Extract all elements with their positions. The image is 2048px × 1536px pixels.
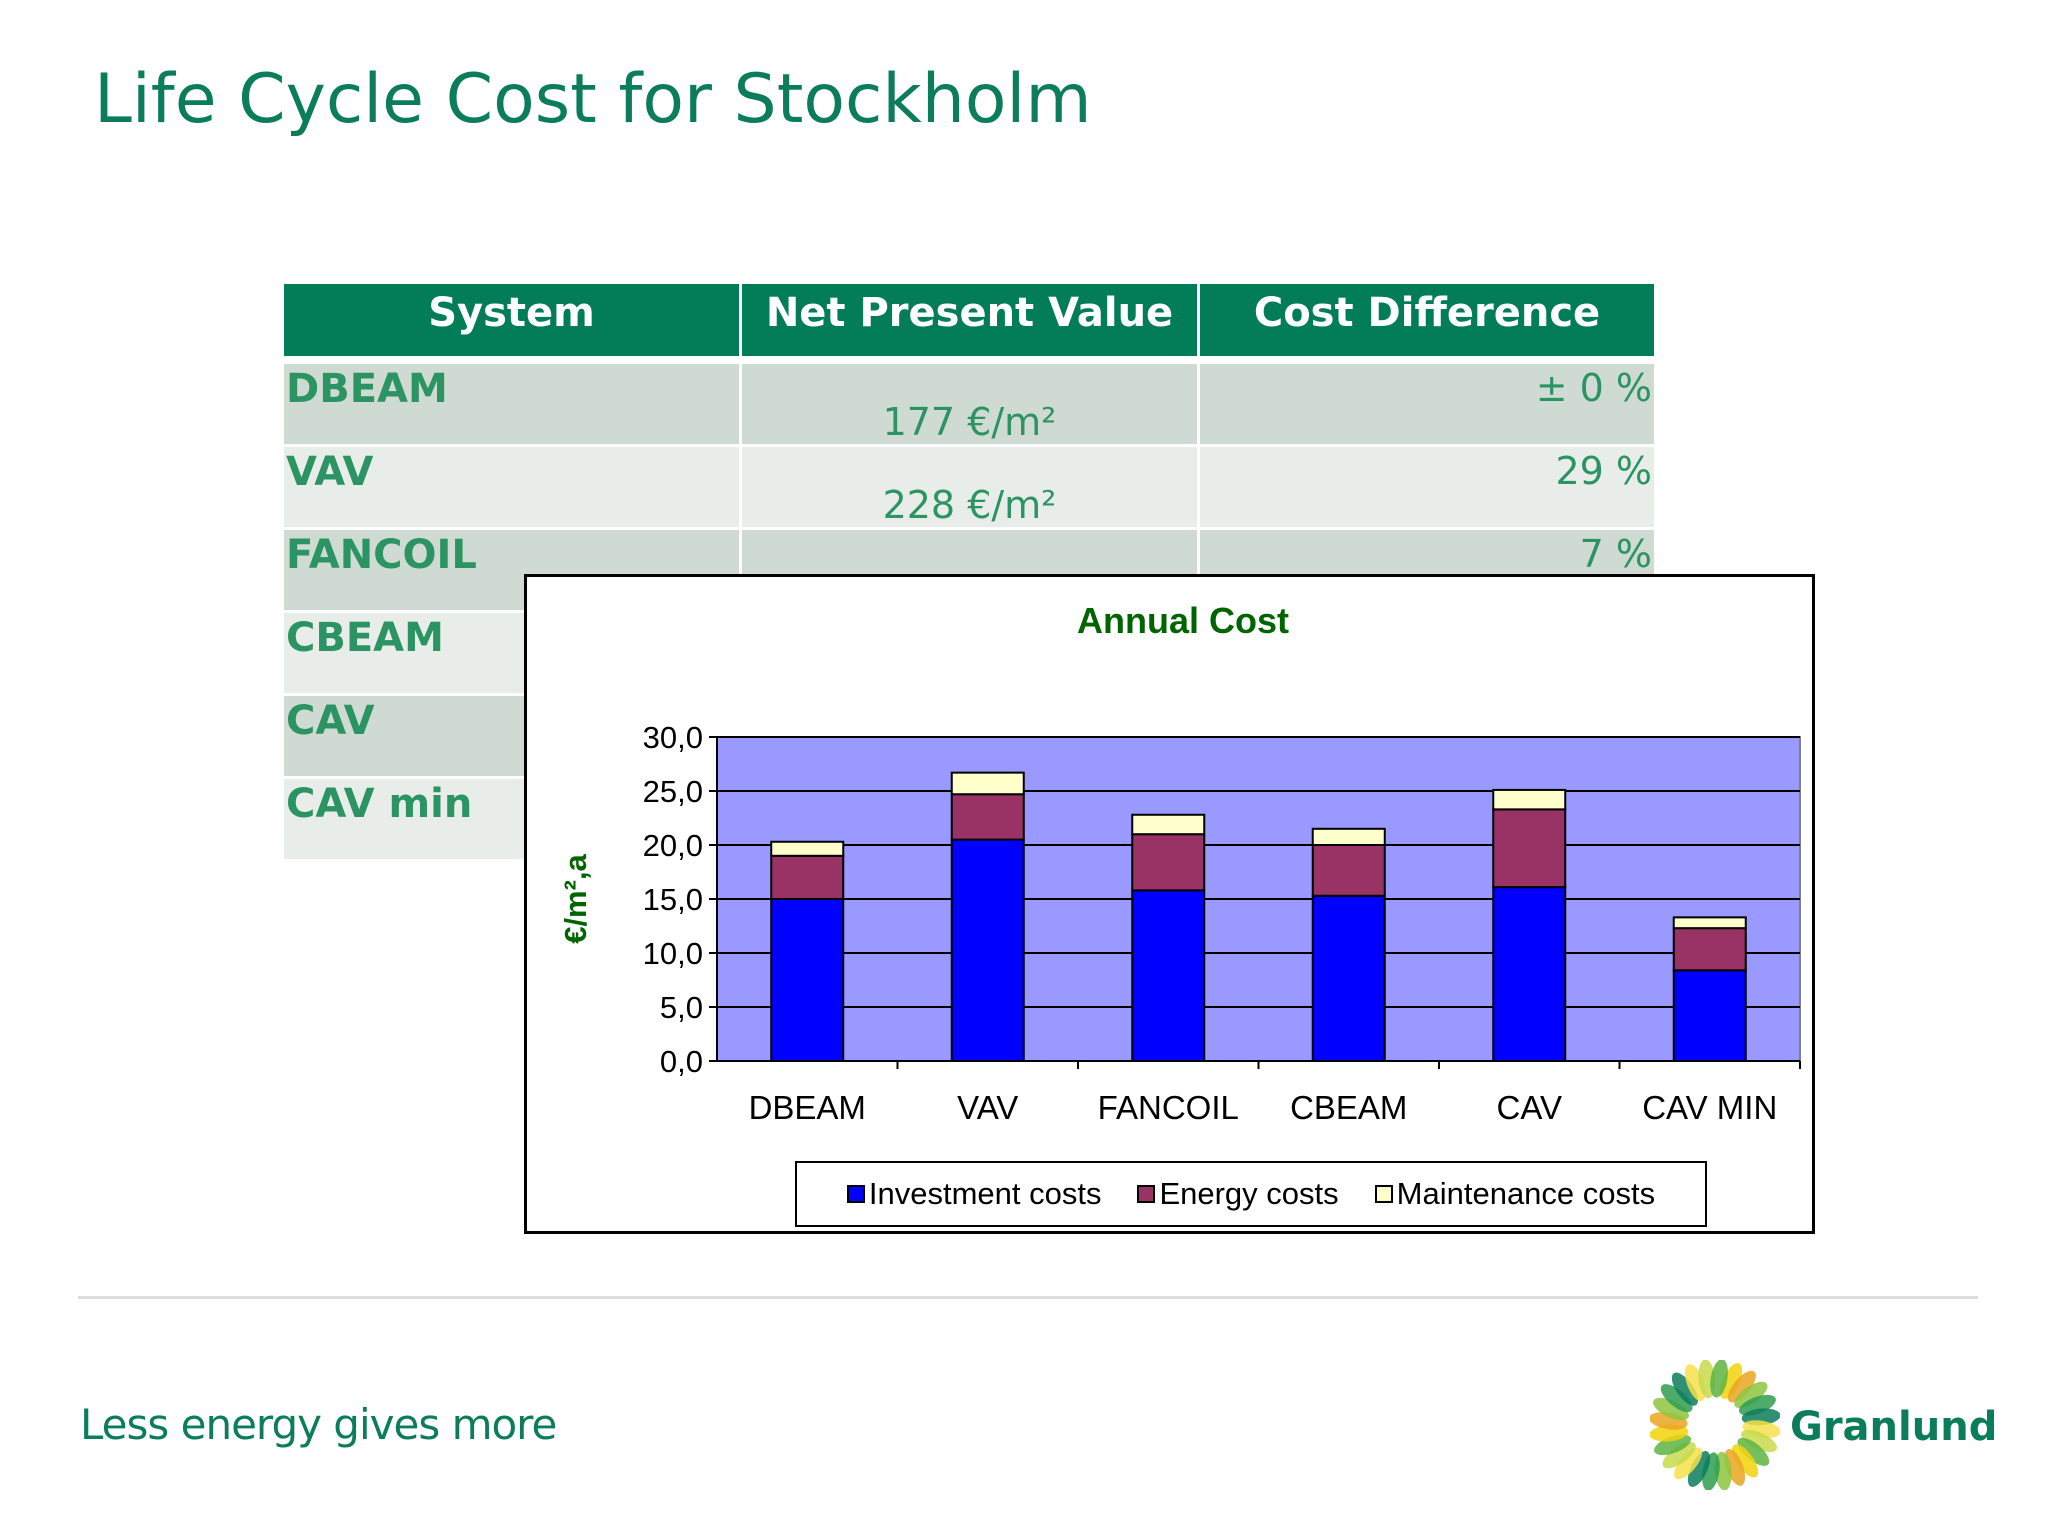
y-tick-label: 0,0 <box>660 1044 703 1079</box>
y-tick-label: 15,0 <box>643 882 703 917</box>
logo-petal <box>1671 1372 1699 1406</box>
x-tick-label: VAV <box>957 1089 1018 1126</box>
table-row: DBEAM 177 €/m² ± 0 % <box>284 364 1654 447</box>
row-diff: ± 0 % <box>1200 364 1654 447</box>
row-system: VAV <box>284 447 742 530</box>
legend-label-investment: Investment costs <box>868 1176 1102 1211</box>
bar-segment <box>950 838 1025 1062</box>
y-tick-label: 20,0 <box>643 828 703 863</box>
logo-petal <box>1741 1429 1777 1453</box>
tagline: Less energy gives more <box>80 1400 557 1449</box>
bar-segment <box>1131 889 1206 1062</box>
table-row: VAV 228 €/m² 29 % <box>284 447 1654 530</box>
granlund-logo: Granlund <box>1649 1359 1997 1491</box>
logo-ring-icon <box>1649 1359 1781 1491</box>
legend-label-energy: Energy costs <box>1159 1176 1339 1211</box>
bar-segment <box>1131 813 1206 836</box>
logo-petal <box>1653 1397 1689 1421</box>
footer-divider <box>78 1296 1978 1299</box>
header-system: System <box>284 284 742 364</box>
bar-segment <box>1311 894 1386 1063</box>
annual-cost-chart: Annual Cost 0,0 5,0 10,0 15,0 20,0 25,0 30,0 €/m… <box>524 574 1815 1234</box>
y-tick-label: 10,0 <box>643 936 703 971</box>
legend-label-maintenance: Maintenance costs <box>1396 1176 1656 1211</box>
logo-petal <box>1719 1363 1743 1399</box>
y-tick-label: 30,0 <box>643 720 703 755</box>
bar-segment <box>1131 833 1206 892</box>
row-npv: 228 €/m² <box>742 447 1200 530</box>
bar-segment <box>770 840 845 857</box>
logo-petal <box>1738 1394 1776 1416</box>
table-header-row: System Net Present Value Cost Difference <box>284 284 1654 364</box>
legend-swatch-investment <box>846 1185 865 1203</box>
x-tick-label: CAV MIN <box>1642 1089 1777 1126</box>
logo-name: Granlund <box>1790 1404 1998 1450</box>
logo-petal <box>1654 1434 1692 1456</box>
x-tick-label: CBEAM <box>1290 1089 1407 1126</box>
bar-segment <box>1492 808 1567 889</box>
y-tick-label: 25,0 <box>643 774 703 809</box>
y-tick-label: 5,0 <box>660 990 703 1025</box>
legend-item-energy: Energy costs <box>1137 1176 1339 1212</box>
logo-petal <box>1660 1384 1693 1413</box>
header-net-present-value: Net Present Value <box>742 284 1200 364</box>
chart-title: Annual Cost <box>1077 600 1289 641</box>
row-system: DBEAM <box>284 364 742 447</box>
bar-segment <box>1492 886 1567 1062</box>
header-cost-difference: Cost Difference <box>1200 284 1654 364</box>
chart-svg: Annual Cost 0,0 5,0 10,0 15,0 20,0 25,0 30,0 €/m… <box>558 600 1801 1126</box>
legend-item-investment: Investment costs <box>846 1176 1102 1212</box>
legend-swatch-energy <box>1137 1185 1156 1203</box>
logo-petal <box>1662 1441 1696 1469</box>
bar-segment <box>770 898 845 1062</box>
logo-petal <box>1687 1451 1711 1487</box>
slide-title: Life Cycle Cost for Stockholm <box>94 60 1092 139</box>
row-diff: 29 % <box>1200 447 1654 530</box>
y-axis-label: €/m²,a <box>558 853 593 943</box>
bar-segment <box>1311 827 1386 847</box>
bar-segment <box>770 854 845 900</box>
logo-petal <box>1684 1364 1706 1402</box>
logo-petal <box>1710 1359 1728 1398</box>
logo-petal <box>1737 1437 1770 1466</box>
logo-petal <box>1727 1370 1756 1403</box>
logo-petal <box>1724 1448 1746 1486</box>
logo-petal <box>1734 1381 1768 1409</box>
bar-segment <box>1311 844 1386 897</box>
bar-segment <box>1492 788 1567 811</box>
x-tick-label: FANCOIL <box>1098 1089 1239 1126</box>
bar-segment <box>950 771 1025 796</box>
x-tick-label: CAV <box>1497 1089 1562 1126</box>
bar-segment <box>1672 916 1747 930</box>
logo-petal <box>1731 1444 1759 1478</box>
row-npv: 177 €/m² <box>742 364 1200 447</box>
chart-legend: Investment costs Energy costs Maintenanc… <box>795 1161 1707 1227</box>
bar-segment <box>950 793 1025 841</box>
bar-segment <box>1672 927 1747 972</box>
legend-item-maintenance: Maintenance costs <box>1374 1176 1656 1212</box>
logo-petal <box>1674 1447 1703 1480</box>
legend-swatch-maintenance <box>1374 1185 1393 1203</box>
bar-segment <box>1672 969 1747 1062</box>
x-tick-label: DBEAM <box>749 1089 866 1126</box>
